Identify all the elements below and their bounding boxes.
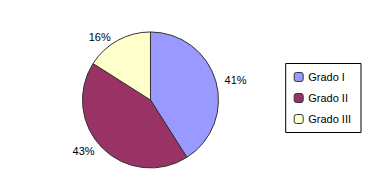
svg-text:Grado I: Grado I bbox=[308, 71, 345, 83]
svg-text:Grado II: Grado II bbox=[308, 92, 348, 104]
svg-text:Grado III: Grado III bbox=[308, 113, 351, 125]
svg-text:16%: 16% bbox=[89, 31, 111, 43]
svg-text:41%: 41% bbox=[225, 74, 247, 86]
svg-text:43%: 43% bbox=[73, 145, 95, 157]
